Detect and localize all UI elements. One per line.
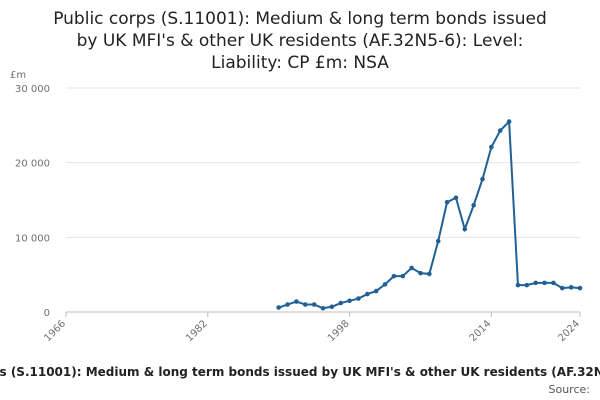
data-point bbox=[515, 282, 521, 288]
data-point bbox=[347, 298, 352, 304]
y-tick-label: 0 bbox=[44, 308, 50, 319]
data-point bbox=[373, 288, 379, 294]
data-points bbox=[276, 119, 583, 311]
data-point bbox=[311, 302, 317, 307]
data-point bbox=[302, 302, 308, 307]
data-point bbox=[497, 128, 503, 133]
data-point bbox=[568, 285, 574, 290]
data-point bbox=[427, 271, 432, 277]
y-tick-label: 20 000 bbox=[15, 159, 50, 170]
data-point bbox=[559, 285, 565, 291]
data-point bbox=[489, 144, 494, 150]
data-point bbox=[524, 282, 530, 288]
data-point bbox=[382, 282, 388, 287]
y-tick-label: 10 000 bbox=[15, 233, 50, 244]
data-point bbox=[391, 273, 397, 279]
data-point bbox=[356, 296, 361, 301]
y-axis-unit-label: £m bbox=[10, 70, 26, 81]
data-point bbox=[294, 299, 299, 304]
legend-text: Public corps (S.11001): Medium & long te… bbox=[0, 365, 600, 379]
data-point bbox=[338, 300, 344, 306]
chart-title-line: Public corps (S.11001): Medium & long te… bbox=[53, 9, 547, 29]
x-tick-label: 2024 bbox=[556, 318, 582, 344]
x-tick-label: 2014 bbox=[468, 318, 494, 344]
chart-title-line: by UK MFI's & other UK residents (AF.32N… bbox=[77, 31, 524, 51]
x-tick-label: 1998 bbox=[326, 318, 352, 344]
data-point bbox=[506, 119, 512, 124]
data-point bbox=[435, 238, 441, 244]
data-point bbox=[320, 305, 326, 311]
data-point bbox=[533, 280, 538, 286]
x-tick-label: 1982 bbox=[184, 318, 210, 344]
data-point bbox=[462, 226, 468, 232]
data-point bbox=[365, 291, 370, 297]
data-point bbox=[471, 202, 476, 208]
chart-title-line: Liability: CP £m: NSA bbox=[211, 53, 389, 73]
x-axis-ticks: 1966 1982 1998 2014 2024 bbox=[42, 312, 582, 344]
data-point bbox=[329, 304, 335, 310]
data-point bbox=[418, 270, 423, 276]
data-point bbox=[409, 265, 414, 271]
data-point bbox=[551, 280, 556, 286]
grid-lines bbox=[66, 87, 580, 238]
data-point bbox=[400, 273, 406, 279]
x-tick-label: 1966 bbox=[42, 318, 68, 344]
data-point bbox=[276, 305, 281, 310]
data-point bbox=[285, 302, 290, 307]
data-point bbox=[542, 280, 547, 286]
y-tick-label: 30 000 bbox=[15, 84, 50, 95]
chart-title: Public corps (S.11001): Medium & long te… bbox=[53, 9, 547, 73]
data-point bbox=[453, 195, 459, 201]
data-point bbox=[444, 199, 450, 205]
series-line bbox=[278, 119, 581, 310]
y-axis-ticks: 0 10 000 20 000 30 000 bbox=[15, 84, 50, 319]
data-point bbox=[480, 176, 485, 182]
source-label: Source: bbox=[549, 383, 591, 396]
data-point bbox=[577, 285, 583, 291]
